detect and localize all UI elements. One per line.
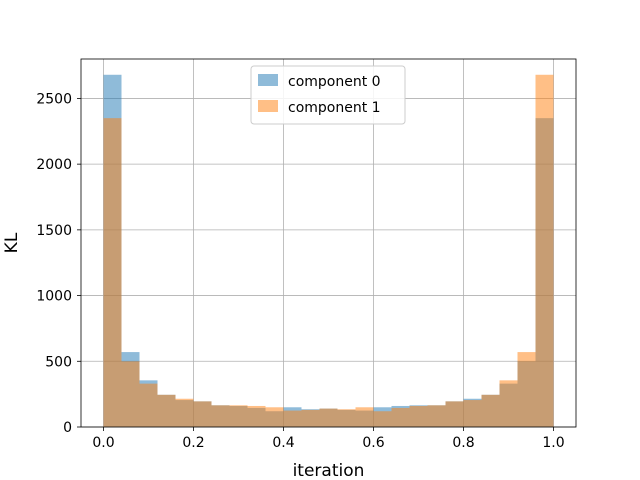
plot-frame	[80, 58, 577, 428]
bar-series-1	[337, 409, 356, 427]
legend-swatch-1	[258, 100, 278, 112]
y-tick-label: 500	[45, 354, 72, 370]
bar-series-1	[265, 407, 284, 427]
bar-series-1	[373, 411, 392, 427]
y-tick-label: 2500	[36, 91, 72, 107]
bar-series-1	[193, 401, 212, 427]
x-tick-label: 0.2	[182, 435, 204, 451]
bar-series-1	[517, 352, 536, 427]
legend-swatch-0	[258, 74, 278, 86]
bar-series-1	[427, 405, 446, 427]
bar-series-1	[319, 408, 338, 427]
y-tick-label: 1000	[36, 289, 72, 305]
bar-series-1	[247, 405, 266, 427]
legend-box	[250, 65, 406, 125]
x-tick-label: 0.8	[452, 435, 474, 451]
bar-series-1	[463, 400, 482, 427]
bar-series-1	[355, 407, 374, 427]
bar-series-1	[445, 401, 464, 427]
histogram-bars	[103, 74, 554, 428]
bar-series-1	[301, 409, 320, 427]
x-tick-label: 1.0	[542, 435, 564, 451]
bar-series-1	[535, 74, 554, 428]
x-tick-label: 0.0	[92, 435, 114, 451]
bar-series-1	[211, 405, 230, 427]
bar-series-1	[283, 410, 302, 427]
bar-series-1	[157, 394, 176, 427]
x-tick-label: 0.6	[362, 435, 384, 451]
x-axis-label: iteration	[293, 461, 365, 480]
legend-label-1: component 1	[288, 100, 381, 116]
bar-series-1	[175, 398, 194, 427]
bar-series-1	[391, 407, 410, 427]
y-axis-label: KL	[2, 232, 22, 253]
x-tick-label: 0.4	[272, 435, 294, 451]
bar-series-1	[121, 361, 140, 427]
bar-series-1	[409, 405, 428, 427]
y-tick-label: 0	[63, 420, 72, 436]
legend-label-0: component 0	[288, 74, 381, 90]
bar-series-1	[229, 405, 248, 427]
axis-ticks: 0.0 0.2 0.4 0.6 0.8 1.0 0 500 1000 1500 2000 2500	[36, 91, 564, 451]
legend: component 0 component 1	[250, 65, 406, 125]
y-tick-label: 1500	[36, 223, 72, 239]
bar-series-1	[103, 118, 122, 428]
bar-series-1	[481, 394, 500, 427]
bar-series-1	[139, 383, 158, 427]
bar-series-1	[499, 380, 518, 427]
y-tick-label: 2000	[36, 157, 72, 173]
